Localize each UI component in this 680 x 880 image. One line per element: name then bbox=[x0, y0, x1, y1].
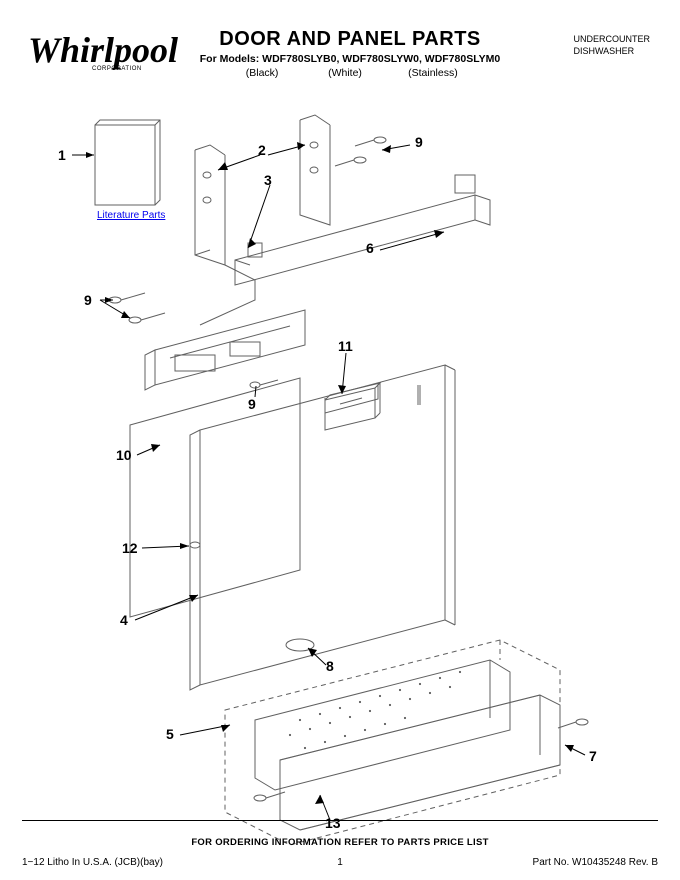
part-5-phantom bbox=[225, 640, 560, 845]
part-2-hinge-right bbox=[300, 115, 330, 225]
part-2-hinge-left bbox=[195, 145, 255, 325]
footer-partno-label: Part No. bbox=[533, 857, 570, 868]
callout-10: 10 bbox=[116, 447, 132, 463]
callout-13: 13 bbox=[325, 815, 341, 831]
ordering-info: FOR ORDERING INFORMATION REFER TO PARTS … bbox=[0, 837, 680, 848]
part-9-screws-left bbox=[109, 293, 165, 323]
callout-12: 12 bbox=[122, 540, 138, 556]
callout-2: 2 bbox=[258, 142, 266, 158]
exploded-diagram bbox=[0, 0, 680, 880]
callout-9c: 9 bbox=[248, 396, 256, 412]
page: Whirlpool CORPORATION DOOR AND PANEL PAR… bbox=[0, 0, 680, 880]
callout-7: 7 bbox=[589, 748, 597, 764]
part-12-stud bbox=[190, 542, 200, 548]
part-7-access-panel bbox=[254, 695, 588, 830]
part-6-top-rail bbox=[235, 175, 490, 285]
callout-4: 4 bbox=[120, 612, 128, 628]
part-13-insulation bbox=[255, 660, 510, 790]
callout-9a: 9 bbox=[415, 134, 423, 150]
part-9-screws-right bbox=[335, 137, 386, 166]
callout-1: 1 bbox=[58, 147, 66, 163]
footer-partno-value: W10435248 Rev. B bbox=[572, 857, 658, 868]
footer-rule bbox=[22, 820, 658, 821]
callout-6: 6 bbox=[366, 240, 374, 256]
callout-8: 8 bbox=[326, 658, 334, 674]
control-panel-assy bbox=[145, 310, 305, 390]
literature-parts-link[interactable]: Literature Parts bbox=[97, 210, 165, 221]
part-4-outer-door bbox=[190, 365, 455, 690]
part-10-inner-liner bbox=[130, 378, 300, 617]
callout-3: 3 bbox=[264, 172, 272, 188]
part-1-literature bbox=[95, 120, 160, 205]
footer-right: Part No. W10435248 Rev. B bbox=[533, 857, 658, 868]
callout-9b: 9 bbox=[84, 292, 92, 308]
part-9-screw-center bbox=[250, 380, 278, 388]
callout-11: 11 bbox=[338, 338, 353, 354]
callout-5: 5 bbox=[166, 726, 174, 742]
